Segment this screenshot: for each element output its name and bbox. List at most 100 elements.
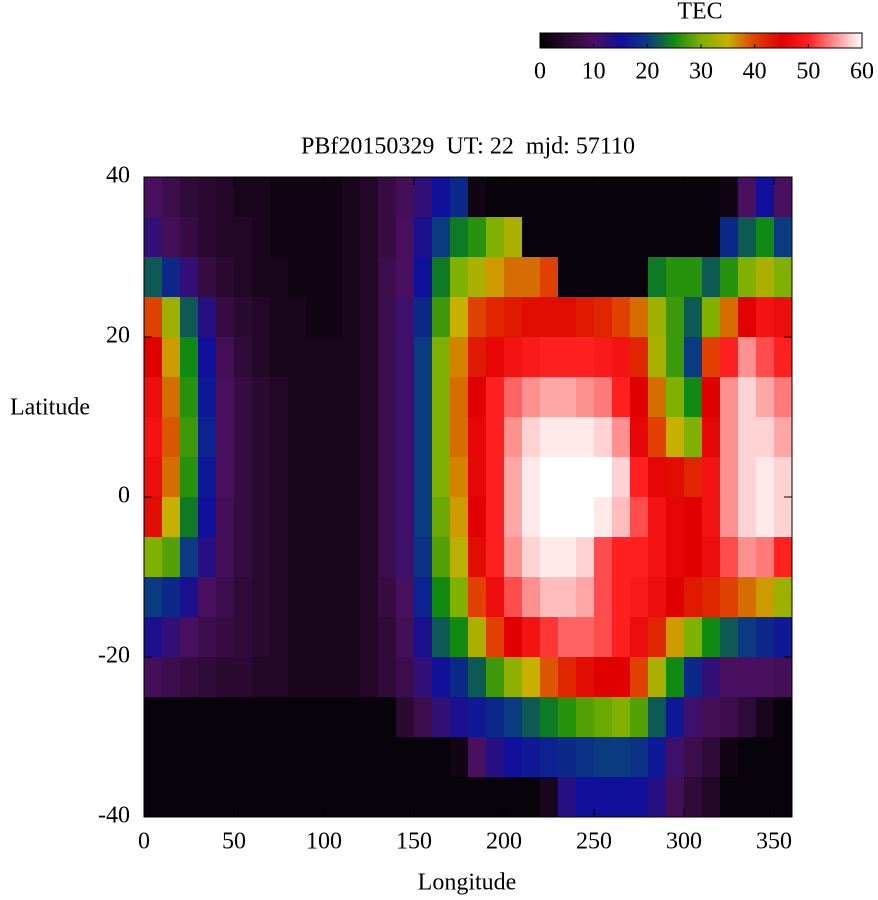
heatmap-cell [486, 177, 505, 218]
heatmap-cell [522, 617, 541, 658]
heatmap-cell [288, 177, 307, 218]
heatmap-cell [270, 737, 289, 778]
heatmap-cell [414, 297, 433, 338]
heatmap-cell [558, 337, 577, 378]
heatmap-cell [324, 217, 343, 258]
heatmap-cell [180, 177, 199, 218]
heatmap-cell [594, 217, 613, 258]
heatmap-cell [576, 377, 595, 418]
heatmap-cell [216, 537, 235, 578]
heatmap-cell [342, 777, 361, 818]
heatmap-cell [414, 217, 433, 258]
heatmap-cell [360, 217, 379, 258]
heatmap-cell [450, 657, 469, 698]
heatmap-cell [558, 577, 577, 618]
heatmap-cell [198, 417, 217, 458]
heatmap-cell [738, 257, 757, 298]
heatmap-cell [468, 377, 487, 418]
heatmap-cell [594, 657, 613, 698]
heatmap-cell [162, 697, 181, 738]
heatmap-cell [702, 697, 721, 738]
heatmap-cell [774, 297, 793, 338]
heatmap-cell [180, 377, 199, 418]
heatmap-cell [594, 337, 613, 378]
heatmap-cell [306, 497, 325, 538]
heatmap-cell [360, 737, 379, 778]
heatmap-cell [720, 737, 739, 778]
heatmap-cell [702, 257, 721, 298]
heatmap-cell [360, 617, 379, 658]
heatmap-cell [396, 577, 415, 618]
heatmap-cell [198, 697, 217, 738]
heatmap-cell [774, 657, 793, 698]
heatmap-cell [738, 537, 757, 578]
heatmap-cell [162, 657, 181, 698]
x-tick-label: 100 [306, 829, 342, 855]
heatmap-cell [414, 697, 433, 738]
heatmap-cell [198, 777, 217, 818]
heatmap-cell [306, 777, 325, 818]
heatmap-cell [738, 737, 757, 778]
heatmap-cell [198, 537, 217, 578]
heatmap-cell [504, 377, 523, 418]
heatmap-cell [756, 577, 775, 618]
chart-title: PBf20150329 UT: 22 mjd: 57110 [301, 134, 635, 160]
heatmap-cell [486, 737, 505, 778]
heatmap-cell [414, 777, 433, 818]
heatmap-cell [432, 537, 451, 578]
heatmap-cell [486, 257, 505, 298]
heatmap-cell [162, 417, 181, 458]
heatmap-cell [540, 617, 559, 658]
heatmap-cell [630, 497, 649, 538]
heatmap-cell [558, 177, 577, 218]
heatmap-cell [720, 377, 739, 418]
heatmap-cell [612, 257, 631, 298]
heatmap-cell [738, 697, 757, 738]
heatmap-cell [306, 537, 325, 578]
heatmap-cell [396, 497, 415, 538]
heatmap-cell [486, 497, 505, 538]
heatmap-cell [558, 417, 577, 458]
heatmap-cell [234, 617, 253, 658]
heatmap-cell [522, 417, 541, 458]
heatmap-cell [558, 737, 577, 778]
heatmap-cell [504, 577, 523, 618]
heatmap-cell [720, 177, 739, 218]
heatmap-cell [666, 377, 685, 418]
heatmap-cell [684, 377, 703, 418]
heatmap-cell [252, 377, 271, 418]
heatmap-cell [180, 537, 199, 578]
heatmap-cell [666, 497, 685, 538]
heatmap-cell [702, 777, 721, 818]
heatmap-cell [414, 537, 433, 578]
heatmap-cell [324, 337, 343, 378]
heatmap-cell [306, 177, 325, 218]
heatmap-cell [144, 617, 163, 658]
heatmap-cell [576, 617, 595, 658]
heatmap-cell [252, 697, 271, 738]
heatmap-cell [756, 177, 775, 218]
heatmap-cell [486, 657, 505, 698]
y-tick-label: 0 [118, 483, 130, 509]
heatmap-cell [414, 417, 433, 458]
heatmap-cell [594, 697, 613, 738]
heatmap-cell [288, 537, 307, 578]
heatmap-cell [414, 657, 433, 698]
heatmap-cell [594, 537, 613, 578]
heatmap-cell [522, 297, 541, 338]
heatmap-cell [180, 737, 199, 778]
heatmap-cell [720, 497, 739, 538]
heatmap-cell [648, 577, 667, 618]
heatmap-cell [486, 337, 505, 378]
heatmap-cell [594, 297, 613, 338]
heatmap-cell [432, 497, 451, 538]
heatmap-cell [576, 737, 595, 778]
heatmap-cell [306, 217, 325, 258]
heatmap-cell [756, 537, 775, 578]
heatmap-cell [360, 577, 379, 618]
heatmap-cell [486, 537, 505, 578]
heatmap-cell [612, 777, 631, 818]
heatmap-cell [666, 777, 685, 818]
colorbar-tick-label: 10 [582, 59, 606, 85]
heatmap-cell [504, 617, 523, 658]
